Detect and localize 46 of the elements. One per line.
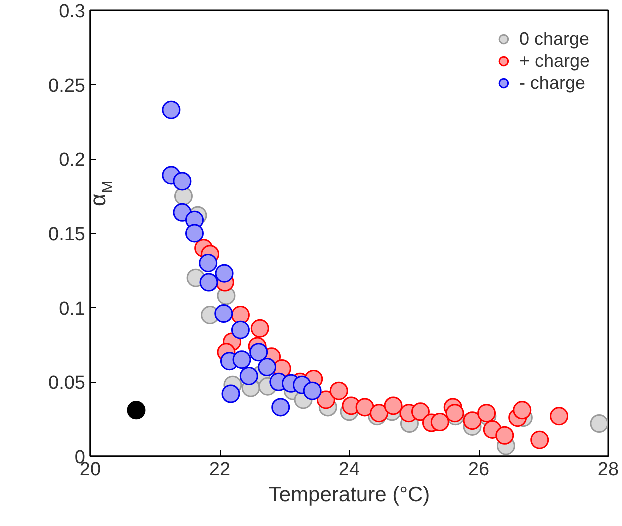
point [127, 401, 146, 420]
point [550, 407, 569, 426]
legend-label: + charge [519, 50, 590, 72]
x-tick-label: 22 [209, 460, 231, 480]
point [250, 319, 270, 338]
point [303, 382, 322, 400]
point [214, 304, 234, 324]
legend-label: 0 charge [519, 28, 590, 50]
point [330, 382, 348, 400]
legend-label: - charge [519, 72, 586, 94]
point [215, 264, 234, 283]
point [185, 224, 204, 243]
point [231, 320, 250, 340]
x-axis-title: Temperature (°C) [268, 484, 430, 506]
point [513, 401, 532, 420]
point [530, 430, 550, 450]
point [478, 404, 496, 423]
point [272, 398, 290, 417]
y-tick-label: 0.25 [48, 76, 86, 97]
point [463, 412, 482, 430]
point [446, 404, 464, 423]
point [173, 172, 192, 191]
x-tick-label: 26 [468, 460, 490, 480]
point [222, 384, 240, 404]
y-tick-label: 0.05 [48, 373, 86, 394]
point [356, 398, 374, 417]
point [232, 350, 252, 370]
point [370, 404, 389, 423]
point [162, 100, 181, 120]
y-tick-label: 0.2 [59, 150, 86, 172]
point [240, 366, 258, 386]
point [250, 343, 268, 362]
point [258, 358, 277, 377]
y-tick-label: 0.3 [59, 2, 86, 22]
x-tick-label: 24 [338, 460, 360, 480]
point [496, 426, 514, 445]
y-tick-label: 0.15 [48, 224, 86, 246]
point [430, 413, 450, 432]
y-tick-label: 0.1 [59, 298, 86, 320]
point [200, 273, 218, 292]
point [199, 254, 218, 272]
x-tick-label: 28 [598, 460, 620, 480]
point [384, 396, 403, 416]
point [411, 402, 430, 422]
y-axis-title: αM [86, 180, 116, 206]
point [590, 414, 608, 434]
